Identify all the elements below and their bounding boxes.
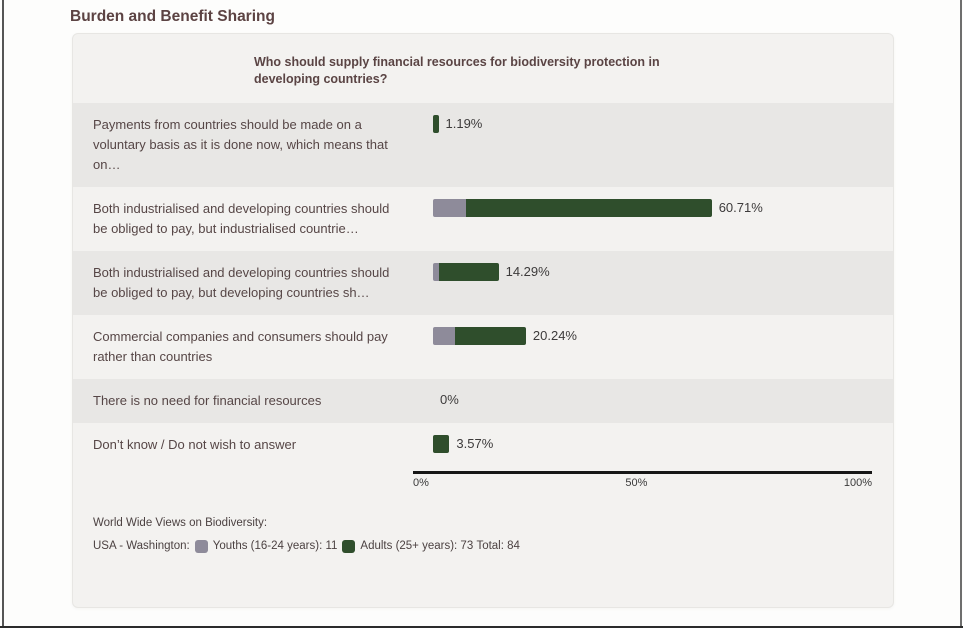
chart-question-line2: developing countries? (254, 72, 388, 86)
x-axis-line (413, 471, 872, 474)
bar-segment-adults (433, 435, 450, 453)
answer-label: There is no need for financial resources (93, 393, 322, 408)
bar-segment-youths (433, 199, 466, 217)
x-axis: 0% 50% 100% (413, 471, 872, 489)
value-label: 14.29% (505, 264, 550, 279)
x-axis-tick-0: 0% (413, 477, 429, 489)
value-label: 1.19% (445, 116, 483, 131)
bar-area: 20.24% (433, 327, 577, 345)
bar-segment-adults (454, 327, 526, 345)
answer-label: Payments from countries should be made o… (93, 117, 388, 172)
bar-stack (433, 327, 526, 345)
chart-question: Who should supply financial resources fo… (73, 34, 893, 103)
window-border-right (960, 0, 962, 628)
answer-row: Commercial companies and consumers shoul… (73, 315, 893, 379)
bar-segment-adults (465, 199, 712, 217)
window-border-bottom (0, 626, 963, 628)
legend-swatch-youths (194, 539, 208, 553)
bar-area: 14.29% (433, 263, 550, 281)
bar-segment-youths (433, 327, 455, 345)
answer-rows: Payments from countries should be made o… (73, 103, 893, 467)
answer-row: There is no need for financial resources… (73, 379, 893, 423)
chart-question-line1: Who should supply financial resources fo… (254, 55, 660, 69)
bar-area: 3.57% (433, 435, 493, 453)
answer-label: Don’t know / Do not wish to answer (93, 437, 297, 452)
legend-adults-label: Adults (25+ years): 73 (360, 540, 474, 552)
value-label: 60.71% (718, 200, 763, 215)
bar-stack (433, 199, 712, 217)
legend-youths-label: Youths (16-24 years): 11 (212, 540, 338, 552)
bar-stack (433, 435, 450, 453)
value-label: 20.24% (532, 328, 577, 343)
chart-footer: World Wide Views on Biodiversity: USA - … (93, 515, 893, 554)
x-axis-tick-100: 100% (843, 477, 872, 489)
footer-source: World Wide Views on Biodiversity: (93, 517, 268, 529)
answer-label: Both industrialised and developing count… (93, 201, 390, 236)
legend-swatch-adults (342, 539, 356, 553)
x-axis-tick-50: 50% (625, 477, 648, 489)
value-label: 0% (440, 392, 459, 407)
bar-segment-adults (438, 263, 499, 281)
window-border-left (2, 0, 4, 628)
bar-segment-adults (433, 115, 439, 133)
page-title: Burden and Benefit Sharing (70, 8, 275, 25)
answer-row: Payments from countries should be made o… (73, 103, 893, 187)
bar-area: 0% (433, 391, 459, 409)
x-axis-ticks: 0% 50% 100% (413, 477, 872, 489)
answer-row: Don’t know / Do not wish to answer 3.57% (73, 423, 893, 467)
survey-chart-card: Who should supply financial resources fo… (72, 33, 894, 608)
bar-area: 1.19% (433, 115, 482, 133)
bar-segment-youths (433, 263, 439, 281)
answer-row: Both industrialised and developing count… (73, 187, 893, 251)
answer-label: Both industrialised and developing count… (93, 265, 390, 300)
bar-area: 60.71% (433, 199, 763, 217)
answer-row: Both industrialised and developing count… (73, 251, 893, 315)
footer-legend: USA - Washington: Youths (16-24 years): … (93, 538, 893, 554)
value-label: 3.57% (456, 436, 494, 451)
footer-location: USA - Washington: (93, 540, 190, 552)
bar-stack (433, 263, 499, 281)
answer-label: Commercial companies and consumers shoul… (93, 329, 388, 364)
bar-stack (433, 115, 439, 133)
footer-total: Total: 84 (476, 540, 520, 552)
